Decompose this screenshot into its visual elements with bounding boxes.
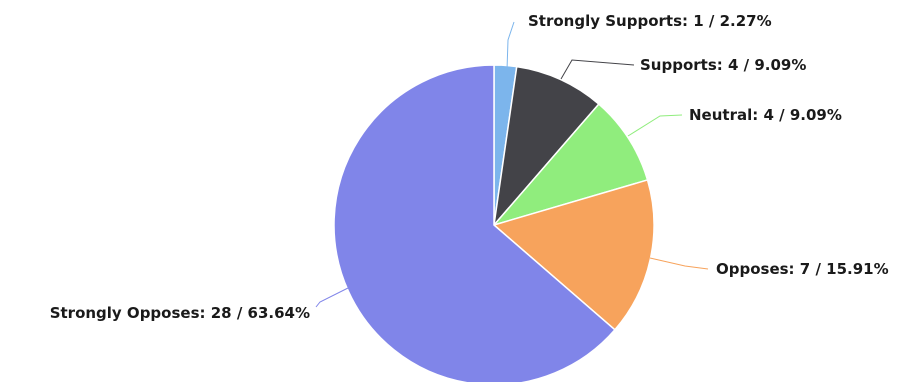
data-label-neutral: Neutral: 4 / 9.09%: [689, 106, 842, 124]
pie-slice-strongly-opposes[interactable]: [333, 64, 616, 382]
data-label-strongly-opposes: Strongly Opposes: 28 / 63.64%: [50, 304, 310, 322]
pie-slice-neutral[interactable]: [493, 103, 649, 226]
leader-lines: [315, 21, 709, 308]
pie-slice-opposes[interactable]: [493, 179, 655, 331]
leader-line-supports: [560, 59, 635, 80]
pie-slices: [333, 64, 655, 382]
data-label-opposes: Opposes: 7 / 15.91%: [716, 260, 889, 278]
pie-slice-supports[interactable]: [493, 65, 600, 226]
data-label-supports: Supports: 4 / 9.09%: [640, 56, 806, 74]
leader-line-opposes: [649, 257, 709, 270]
data-labels: Strongly Supports: 1 / 2.27% Supports: 4 …: [50, 12, 889, 322]
leader-line-strongly-opposes: [315, 287, 349, 308]
leader-line-strongly-supports: [506, 21, 515, 71]
data-label-strongly-supports: Strongly Supports: 1 / 2.27%: [528, 12, 772, 30]
leader-line-neutral: [627, 114, 683, 137]
